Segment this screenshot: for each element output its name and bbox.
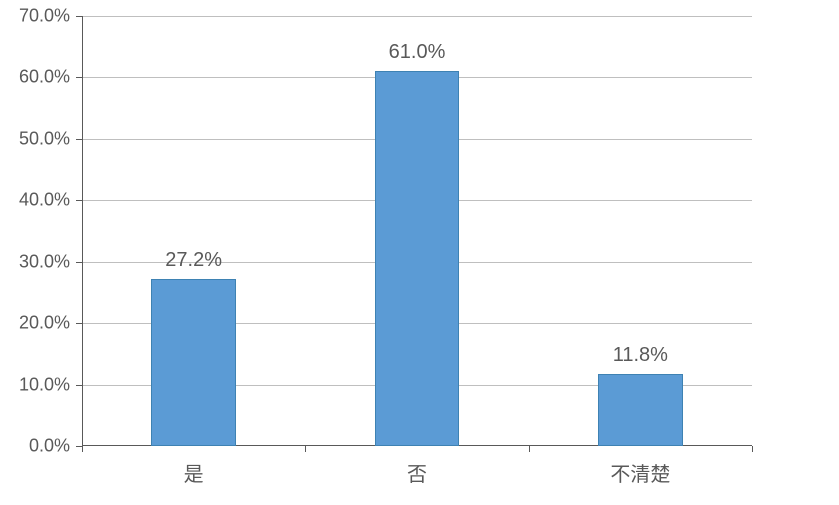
y-tick-label: 30.0% <box>0 251 70 272</box>
bar <box>598 374 683 446</box>
y-tick-label: 70.0% <box>0 6 70 27</box>
bar-chart: 0.0% 10.0% 20.0% 30.0% 40.0% 50.0% 60.0% 70.0% 2… <box>0 0 839 505</box>
y-tick-label: 0.0% <box>0 436 70 457</box>
bar-value-label: 27.2% <box>165 249 222 272</box>
y-tick-mark <box>76 262 82 263</box>
y-tick-label: 20.0% <box>0 313 70 334</box>
x-category-label: 否 <box>407 458 427 487</box>
x-tick-mark <box>305 446 306 452</box>
x-category-label: 是 <box>184 458 204 487</box>
x-category-label: 不清楚 <box>610 458 670 487</box>
y-tick-label: 60.0% <box>0 67 70 88</box>
x-tick-mark <box>529 446 530 452</box>
bar <box>375 71 460 446</box>
x-tick-mark <box>82 446 83 452</box>
y-tick-mark <box>76 323 82 324</box>
y-tick-mark <box>76 385 82 386</box>
y-tick-mark <box>76 139 82 140</box>
x-tick-mark <box>752 446 753 452</box>
y-tick-mark <box>76 200 82 201</box>
y-tick-label: 10.0% <box>0 374 70 395</box>
y-tick-mark <box>76 16 82 17</box>
bar <box>151 279 236 446</box>
bar-value-label: 61.0% <box>389 41 446 64</box>
y-tick-label: 40.0% <box>0 190 70 211</box>
y-tick-mark <box>76 77 82 78</box>
bar-value-label: 11.8% <box>613 344 668 367</box>
y-axis <box>82 16 83 446</box>
gridline <box>82 16 752 17</box>
y-tick-label: 50.0% <box>0 128 70 149</box>
plot-area <box>82 16 752 446</box>
